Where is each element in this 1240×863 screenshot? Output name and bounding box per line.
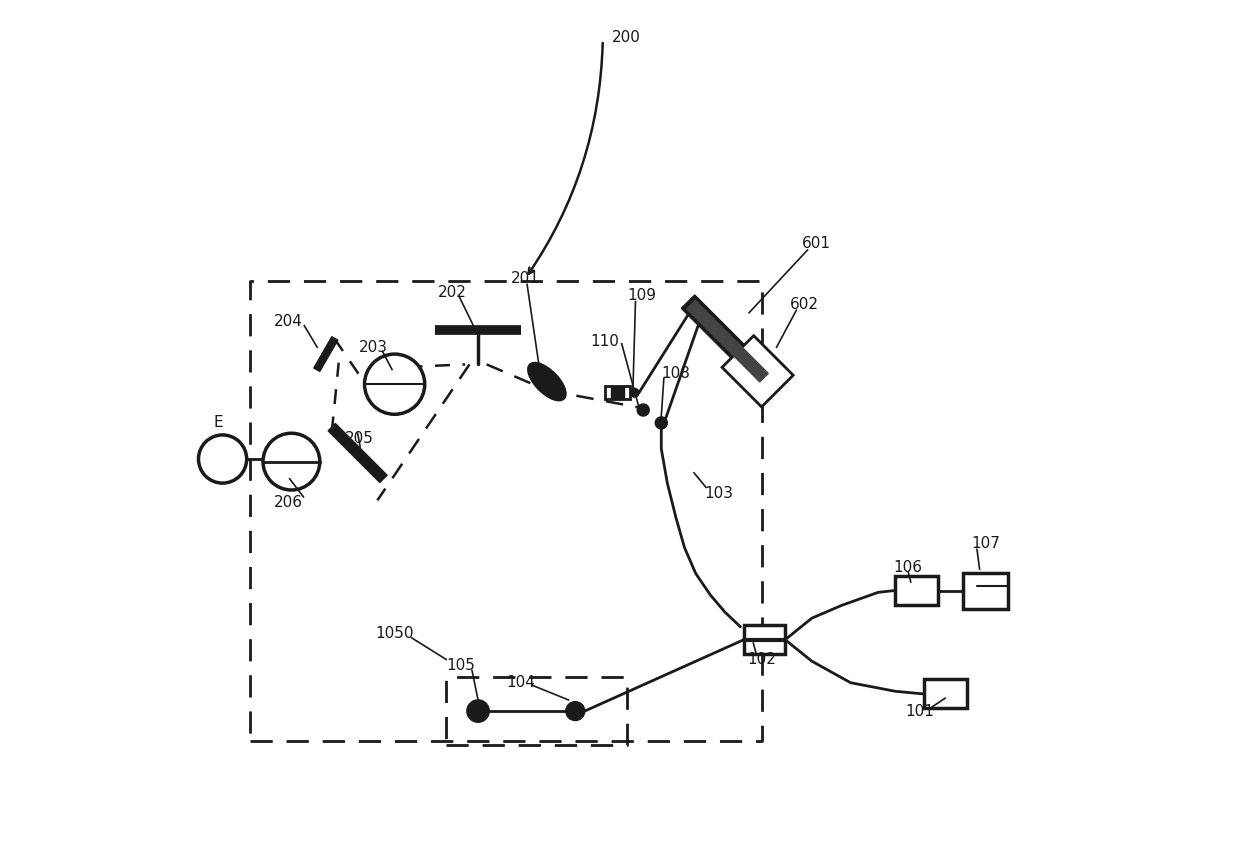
Text: 602: 602 [790,297,820,312]
Text: 103: 103 [704,486,733,501]
Text: 1050: 1050 [374,627,413,641]
Polygon shape [681,295,774,387]
Text: 107: 107 [971,536,999,551]
Text: 109: 109 [627,288,656,303]
Text: 104: 104 [506,675,536,690]
Circle shape [565,702,585,721]
Polygon shape [722,336,794,406]
Text: 201: 201 [511,271,539,286]
Ellipse shape [528,362,565,400]
Text: 102: 102 [748,652,776,667]
Polygon shape [329,424,387,482]
Text: 205: 205 [345,431,373,446]
Text: 204: 204 [274,314,303,329]
Text: 206: 206 [274,494,304,509]
Circle shape [637,404,650,416]
Bar [924,679,967,709]
Text: 203: 203 [358,340,387,355]
Text: 601: 601 [802,236,831,251]
Bar [895,576,939,605]
Bar [963,572,1008,608]
Text: 106: 106 [894,560,923,575]
Text: 202: 202 [438,285,466,299]
Text: E: E [213,415,223,431]
Circle shape [263,433,320,490]
Circle shape [365,354,425,414]
Bar [744,625,785,654]
Circle shape [655,417,667,429]
Bar [611,387,624,400]
Circle shape [198,435,247,483]
Text: 105: 105 [446,658,475,673]
Text: 110: 110 [590,334,619,349]
Bar [605,387,630,400]
Text: 200: 200 [611,30,640,45]
Text: 108: 108 [661,366,691,381]
Text: 101: 101 [905,703,935,719]
Circle shape [467,700,490,722]
Polygon shape [314,337,337,371]
Circle shape [630,388,639,397]
Polygon shape [687,300,769,382]
